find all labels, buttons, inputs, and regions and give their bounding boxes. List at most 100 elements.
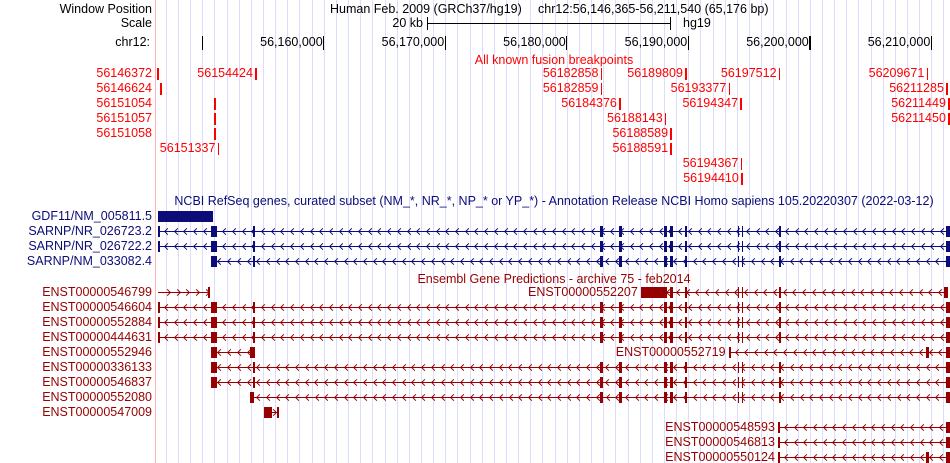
track-title-refseq[interactable]: NCBI RefSeq genes, curated subset (NM_*,…: [174, 194, 934, 208]
breakpoint-label[interactable]: 56193377: [670, 81, 727, 95]
breakpoint-label[interactable]: 56211450: [891, 111, 946, 125]
breakpoint-tick[interactable]: [600, 82, 603, 95]
scale-assembly-label: hg19: [683, 16, 711, 30]
breakpoint-tick[interactable]: [214, 112, 216, 125]
breakpoint-label[interactable]: 56188143: [607, 111, 663, 125]
breakpoint-label[interactable]: 56151337: [159, 141, 216, 155]
strand-arrow-left: [551, 333, 560, 341]
strand-arrow-left: [653, 378, 661, 386]
breakpoint-label[interactable]: 56188591: [612, 141, 669, 155]
breakpoint-label[interactable]: 56209671: [868, 66, 925, 80]
item-label[interactable]: ENST00000550124: [665, 450, 775, 463]
breakpoint-tick[interactable]: [948, 112, 950, 125]
item-label[interactable]: ENST00000336133: [42, 360, 152, 374]
breakpoint-tick[interactable]: [926, 67, 929, 80]
strand-arrow-left: [484, 227, 492, 235]
breakpoint-tick[interactable]: [728, 82, 731, 95]
breakpoint-label[interactable]: 56194367: [682, 156, 739, 170]
item-label[interactable]: ENST00000546813: [665, 435, 775, 449]
breakpoint-label[interactable]: 56182859: [542, 81, 599, 95]
breakpoint-tick[interactable]: [740, 97, 742, 110]
strand-arrow-left: [872, 227, 880, 235]
breakpoint-tick[interactable]: [157, 67, 159, 80]
item-label[interactable]: SARNP/NR_026723.2: [28, 224, 152, 238]
breakpoint-tick[interactable]: [740, 157, 743, 170]
breakpoint-tick[interactable]: [214, 97, 216, 110]
breakpoint-label[interactable]: 56151058: [96, 126, 152, 140]
item-label[interactable]: SARNP/NR_026722.2: [28, 239, 152, 253]
strand-arrow-left: [812, 453, 821, 461]
breakpoint-label[interactable]: 56184376: [561, 96, 617, 110]
breakpoint-tick[interactable]: [670, 127, 672, 140]
item-label[interactable]: ENST00000552719: [615, 345, 726, 359]
breakpoint-label[interactable]: 56188589: [612, 126, 669, 140]
breakpoint-tick[interactable]: [778, 67, 781, 80]
breakpoint-label[interactable]: 56211449: [891, 96, 946, 110]
strand-arrow-right: [163, 288, 172, 296]
breakpoint-tick[interactable]: [217, 142, 220, 155]
item-label[interactable]: ENST00000546799: [42, 285, 152, 299]
breakpoint-label[interactable]: 56151054: [96, 96, 152, 110]
exon-block: [946, 436, 950, 448]
strand-arrow-left: [697, 227, 705, 235]
breakpoint-label[interactable]: 56197512: [720, 66, 777, 80]
breakpoint-label[interactable]: 56194347: [682, 96, 739, 110]
breakpoint-tick[interactable]: [948, 97, 950, 110]
strand-arrow-left: [629, 303, 637, 311]
strand-arrow-left: [745, 333, 754, 341]
strand-arrow-left: [930, 303, 938, 311]
strand-arrow-left: [850, 348, 859, 356]
item-label[interactable]: ENST00000546604: [42, 300, 152, 314]
exon-block: [946, 346, 950, 358]
breakpoint-label[interactable]: 56151057: [96, 111, 152, 125]
item-label[interactable]: SARNP/NM_033082.4: [26, 254, 152, 268]
breakpoint-tick[interactable]: [946, 82, 948, 95]
item-label[interactable]: ENST00000552884: [42, 315, 152, 329]
strand-arrow-left: [821, 348, 829, 356]
breakpoint-tick[interactable]: [664, 112, 667, 125]
strand-arrow-left: [891, 242, 899, 250]
item-label[interactable]: ENST00000552080: [42, 390, 152, 404]
item-label[interactable]: ENST00000546837: [42, 375, 152, 389]
item-label[interactable]: ENST00000548593: [665, 420, 775, 434]
item-label[interactable]: ENST00000547009: [42, 405, 152, 419]
strand-arrow-left: [450, 363, 458, 371]
breakpoint-tick[interactable]: [255, 67, 257, 80]
item-label[interactable]: GDF11/NM_005811.5: [31, 209, 152, 223]
breakpoint-label[interactable]: 56211285: [889, 81, 944, 95]
strand-arrow-left: [624, 378, 632, 386]
breakpoint-tick[interactable]: [619, 97, 621, 110]
breakpoint-tick[interactable]: [741, 172, 743, 185]
track-title-breakpoints[interactable]: All known fusion breakpoints: [474, 53, 634, 67]
strand-arrow-left: [639, 227, 647, 235]
item-label[interactable]: ENST00000552946: [42, 345, 152, 359]
strand-arrow-left: [639, 303, 647, 311]
strand-arrow-left: [396, 333, 404, 341]
gridline: [603, 0, 605, 463]
strand-arrow-left: [343, 378, 351, 386]
item-label[interactable]: ENST00000552207: [528, 285, 638, 299]
breakpoint-tick[interactable]: [670, 142, 672, 155]
breakpoint-tick[interactable]: [214, 127, 216, 140]
breakpoint-tick[interactable]: [600, 67, 603, 80]
strand-arrow-left: [763, 288, 771, 296]
strand-arrow-left: [891, 303, 899, 311]
gridline: [299, 0, 301, 463]
strand-arrow-left: [629, 242, 637, 250]
strand-arrow-left: [928, 348, 936, 356]
breakpoint-label[interactable]: 56154424: [197, 66, 253, 80]
breakpoint-label[interactable]: 56182858: [542, 66, 599, 80]
strand-arrow-left: [818, 363, 826, 371]
breakpoint-label[interactable]: 56146624: [96, 81, 152, 95]
breakpoint-tick[interactable]: [160, 82, 162, 95]
strand-arrow-left: [401, 393, 409, 401]
item-label[interactable]: ENST00000444631: [42, 330, 152, 344]
breakpoint-label[interactable]: 56146372: [96, 66, 152, 80]
breakpoint-label[interactable]: 56194410: [683, 171, 739, 185]
strand-arrow-left: [411, 378, 419, 386]
breakpoint-tick[interactable]: [685, 67, 687, 80]
strand-arrow-left: [799, 363, 807, 371]
strand-arrow-left: [935, 393, 943, 401]
breakpoint-label[interactable]: 56189809: [627, 66, 683, 80]
track-title-ensembl[interactable]: Ensembl Gene Predictions - archive 75 - …: [417, 272, 691, 286]
